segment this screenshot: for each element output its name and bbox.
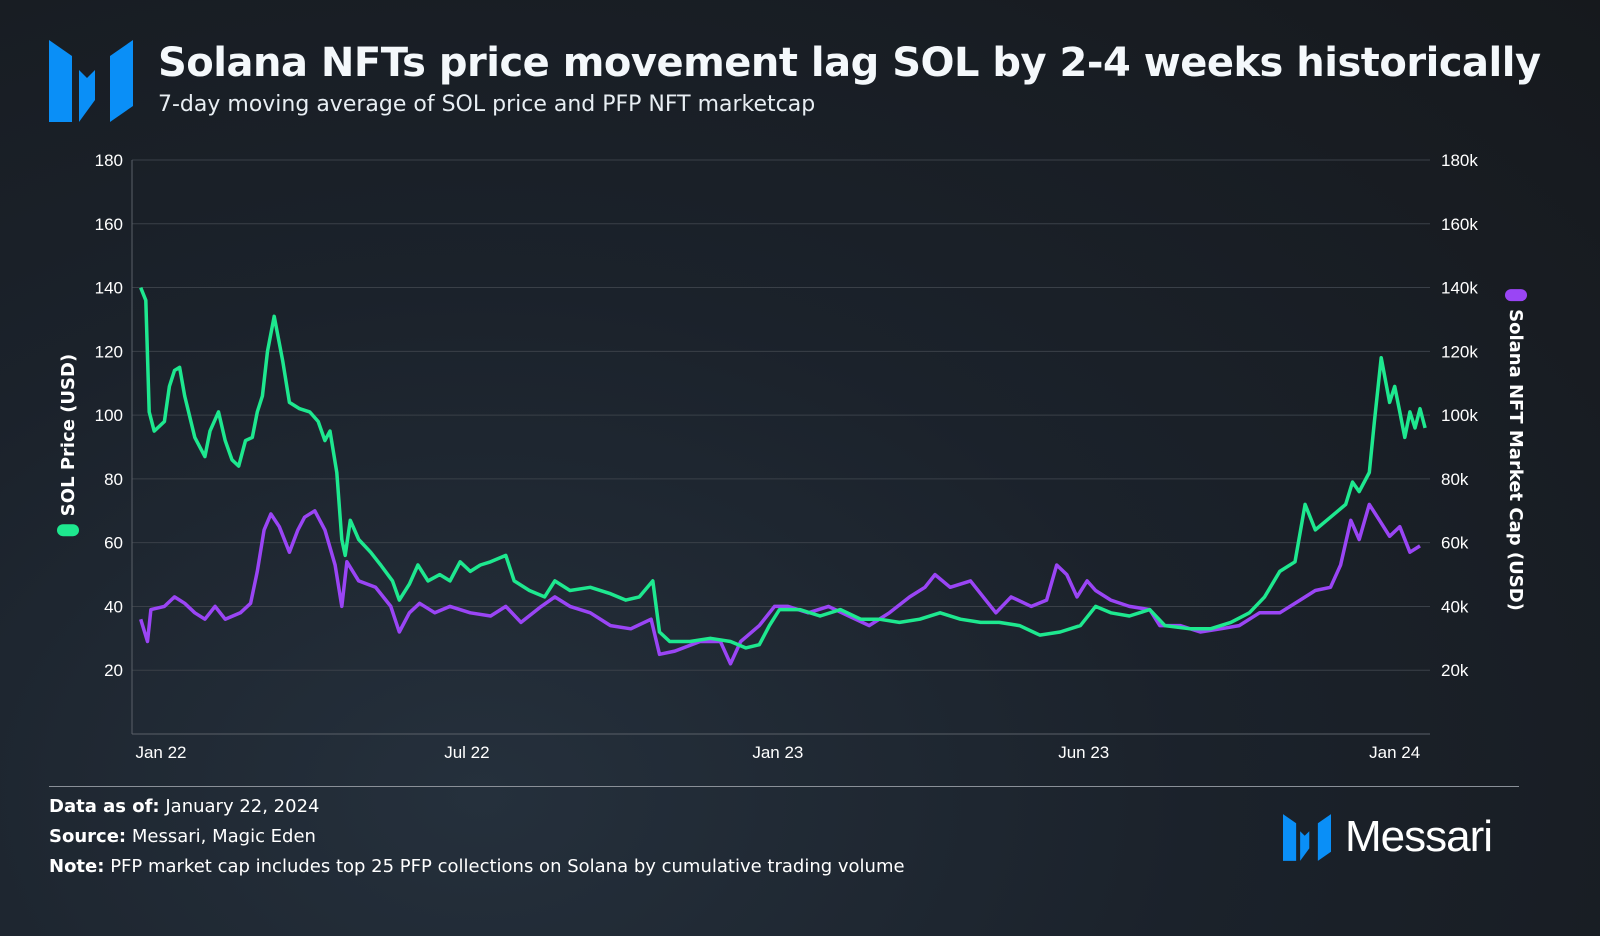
data-as-of-value: January 22, 2024 bbox=[165, 796, 320, 817]
source-label: Source: bbox=[49, 826, 127, 847]
data-as-of-label: Data as of: bbox=[49, 796, 160, 817]
brand-name: Messari bbox=[1345, 812, 1493, 861]
y-tick-label: 40 bbox=[104, 597, 123, 616]
y-axis-left-title: SOL Price (USD) bbox=[57, 353, 79, 537]
y-tick-label: 120 bbox=[95, 342, 123, 361]
y-tick-label: 100 bbox=[95, 406, 123, 425]
x-tick-label: Jan 24 bbox=[1369, 743, 1420, 762]
messari-brand-icon bbox=[1283, 813, 1331, 861]
x-tick-label: Jan 23 bbox=[752, 743, 803, 762]
x-tick-label: Jan 22 bbox=[135, 743, 186, 762]
y-tick-label: 20 bbox=[104, 661, 123, 680]
y-tick-label: 60 bbox=[104, 534, 123, 553]
y-tick-label: 180 bbox=[95, 151, 123, 170]
chart-subtitle: 7-day moving average of SOL price and PF… bbox=[158, 92, 816, 117]
nft-legend-swatch bbox=[1505, 289, 1527, 302]
footer-divider bbox=[49, 786, 1519, 787]
footer-source: Source: Messari, Magic Eden bbox=[49, 826, 316, 847]
tick-labels: 20 20k 40 40k 60 60k 80 80k 100 100k 120 120k 140 140… bbox=[95, 151, 1479, 762]
y-tick-label: 160 bbox=[95, 215, 123, 234]
x-tick-label: Jul 22 bbox=[444, 743, 489, 762]
gridlines bbox=[132, 159, 1430, 671]
y2-tick-label: 60k bbox=[1441, 534, 1469, 553]
note-label: Note: bbox=[49, 856, 105, 877]
source-value: Messari, Magic Eden bbox=[131, 826, 316, 847]
footer-note: Note: PFP market cap includes top 25 PFP… bbox=[49, 856, 905, 877]
y2-tick-label: 120k bbox=[1441, 342, 1478, 361]
note-value: PFP market cap includes top 25 PFP colle… bbox=[110, 856, 905, 877]
y2-tick-label: 100k bbox=[1441, 406, 1478, 425]
y-axis-left-label: SOL Price (USD) bbox=[57, 353, 79, 517]
chart-title: Solana NFTs price movement lag SOL by 2-… bbox=[158, 40, 1541, 86]
axes bbox=[131, 160, 1430, 735]
x-tick-label: Jun 23 bbox=[1058, 743, 1109, 762]
nft-marketcap-line bbox=[139, 502, 1421, 666]
y2-tick-label: 20k bbox=[1441, 661, 1469, 680]
y-axis-right-title: Solana NFT Market Cap (USD) bbox=[1505, 289, 1527, 611]
y2-tick-label: 40k bbox=[1441, 597, 1469, 616]
sol-price-line bbox=[139, 286, 1427, 650]
y2-tick-label: 140k bbox=[1441, 279, 1478, 298]
y-tick-label: 140 bbox=[95, 279, 123, 298]
y-tick-label: 80 bbox=[104, 470, 123, 489]
series-lines bbox=[139, 286, 1427, 666]
y2-tick-label: 80k bbox=[1441, 470, 1469, 489]
y2-tick-label: 160k bbox=[1441, 215, 1478, 234]
sol-legend-swatch bbox=[57, 524, 79, 537]
y-axis-right-label: Solana NFT Market Cap (USD) bbox=[1505, 309, 1527, 611]
y2-tick-label: 180k bbox=[1441, 151, 1478, 170]
footer-data-as-of: Data as of: January 22, 2024 bbox=[49, 796, 320, 817]
messari-brand: Messari bbox=[1283, 812, 1493, 862]
messari-logo-icon bbox=[49, 40, 133, 122]
